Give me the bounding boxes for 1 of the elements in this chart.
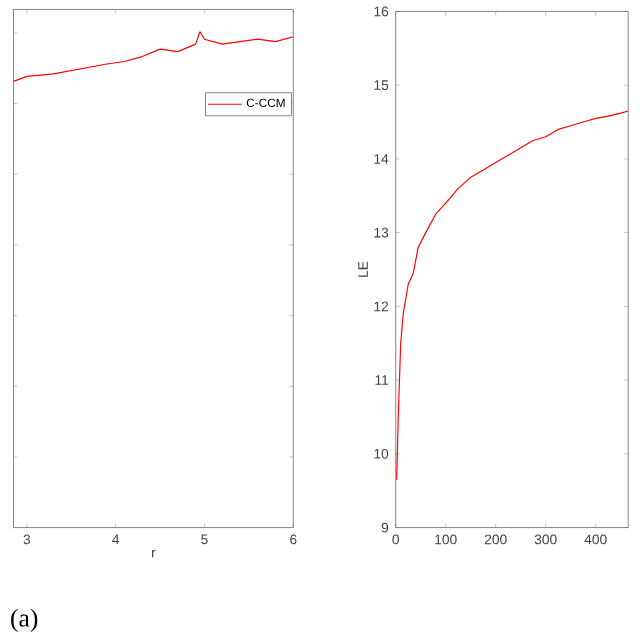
text: (a) [11, 608, 38, 632]
